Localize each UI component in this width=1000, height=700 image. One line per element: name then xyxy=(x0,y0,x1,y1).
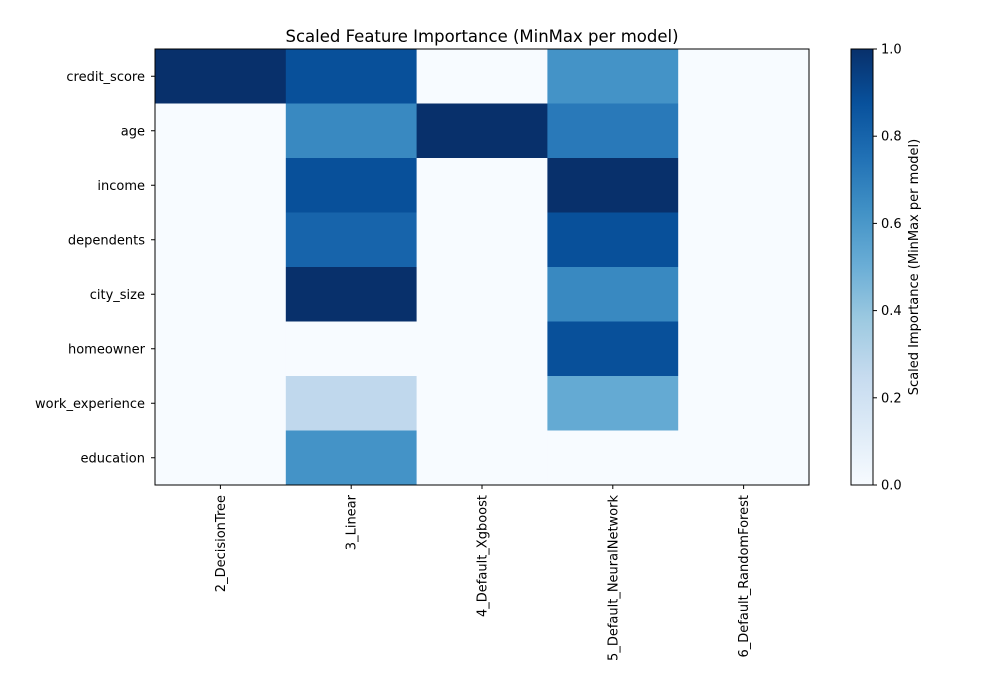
heatmap-cell xyxy=(155,158,287,213)
heatmap-cell xyxy=(547,212,679,268)
y-tick-label: age xyxy=(121,124,145,139)
colorbar-tick-label: 0.6 xyxy=(881,217,902,232)
colorbar-ticks: 0.0 0.2 0.4 0.6 0.8 1.0 xyxy=(873,43,902,494)
y-tick-label: homeowner xyxy=(68,342,146,357)
heatmap-cell xyxy=(416,430,548,486)
heatmap-cell xyxy=(547,321,679,377)
heatmap-cell xyxy=(155,376,287,431)
colorbar-label: Scaled Importance (MinMax per model) xyxy=(907,139,922,395)
heatmap-cell xyxy=(547,158,679,213)
heatmap-cell xyxy=(285,430,418,486)
y-tick-label: income xyxy=(97,179,145,194)
y-tick-label: city_size xyxy=(90,288,145,303)
heatmap-cell xyxy=(155,49,287,104)
heatmap-cell xyxy=(678,158,810,213)
heatmap-cell xyxy=(285,103,418,159)
colorbar-tick-label: 0.4 xyxy=(881,304,902,319)
colorbar xyxy=(850,48,874,486)
colorbar-tick-label: 0.0 xyxy=(881,479,902,494)
heatmap-cell xyxy=(155,321,287,377)
heatmap-cell xyxy=(416,267,548,322)
x-tick-label: 2_DecisionTree xyxy=(214,495,229,592)
heatmap-cell xyxy=(678,376,810,431)
y-tick-label: education xyxy=(80,451,145,466)
heatmap-cell xyxy=(155,267,287,322)
x-axis: 2_DecisionTree 3_Linear 4_Default_Xgboost 5… xyxy=(214,485,752,661)
heatmap-cell xyxy=(678,49,810,104)
heatmap-cell xyxy=(678,103,810,159)
heatmap-cell xyxy=(547,103,679,159)
x-tick-label: 4_Default_Xgboost xyxy=(476,495,491,617)
heatmap-cell xyxy=(547,49,679,104)
heatmap-cell xyxy=(155,103,287,159)
heatmap-cell xyxy=(285,212,418,268)
heatmap-cell xyxy=(547,430,679,486)
heatmap-cell xyxy=(285,376,418,431)
y-tick-label: credit_score xyxy=(66,70,145,85)
heatmap-cell xyxy=(285,321,418,377)
x-tick-label: 6_Default_RandomForest xyxy=(737,495,752,658)
heatmap-cell xyxy=(416,212,548,268)
heatmap-cell xyxy=(416,376,548,431)
heatmap-cell xyxy=(285,49,418,104)
x-tick-label: 3_Linear xyxy=(345,494,360,550)
heatmap-cell xyxy=(155,430,287,486)
heatmap-cell xyxy=(547,267,679,322)
chart-title: Scaled Feature Importance (MinMax per mo… xyxy=(285,27,678,46)
colorbar-tick-label: 1.0 xyxy=(881,43,902,58)
heatmap-cell xyxy=(416,158,548,213)
y-tick-label: dependents xyxy=(68,233,145,248)
x-tick-label: 5_Default_NeuralNetwork xyxy=(606,495,621,661)
heatmap-cell xyxy=(416,103,548,159)
y-tick-label: work_experience xyxy=(35,397,145,412)
heatmap-cells xyxy=(155,49,810,486)
heatmap-cell xyxy=(285,267,418,322)
heatmap-cell xyxy=(547,376,679,431)
heatmap-cell xyxy=(678,212,810,268)
heatmap-cell xyxy=(416,321,548,377)
heatmap-cell xyxy=(416,49,548,104)
colorbar-tick-label: 0.2 xyxy=(881,391,902,406)
heatmap-cell xyxy=(678,321,810,377)
heatmap-cell xyxy=(285,158,418,213)
heatmap-cell xyxy=(678,267,810,322)
heatmap-cell xyxy=(155,212,287,268)
heatmap-cell xyxy=(678,430,810,486)
colorbar-tick-label: 0.8 xyxy=(881,130,902,145)
